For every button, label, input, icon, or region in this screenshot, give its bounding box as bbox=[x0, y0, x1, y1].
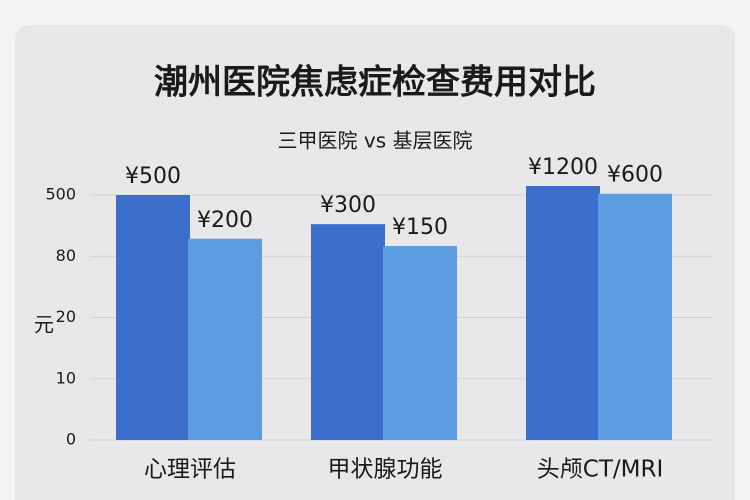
value-label: ¥500 bbox=[125, 164, 181, 189]
value-label: ¥300 bbox=[320, 193, 376, 218]
y-tick-label: 500 bbox=[45, 185, 76, 204]
x-tick-label: 头颅CT/MRI bbox=[537, 457, 663, 483]
bar bbox=[526, 186, 600, 440]
bar bbox=[188, 238, 262, 440]
y-tick-label: 0 bbox=[66, 430, 76, 449]
bar bbox=[598, 193, 672, 440]
x-tick-label: 心理评估 bbox=[144, 457, 236, 483]
value-label: ¥150 bbox=[392, 215, 448, 240]
value-label: ¥200 bbox=[197, 208, 253, 233]
bar bbox=[116, 195, 190, 440]
x-tick-label: 甲状腺功能 bbox=[328, 457, 443, 483]
y-tick-label: 20 bbox=[56, 307, 76, 326]
y-tick-label: 10 bbox=[56, 368, 76, 387]
bar bbox=[383, 246, 457, 440]
y-axis-label: 元 bbox=[34, 313, 54, 337]
chart-subtitle: 三甲医院 vs 基层医院 bbox=[278, 129, 473, 153]
chart-title: 潮州医院焦虑症检查费用对比 bbox=[154, 63, 596, 103]
bar bbox=[311, 224, 385, 440]
y-tick-label: 80 bbox=[56, 246, 76, 265]
value-label: ¥1200 bbox=[528, 155, 598, 180]
value-label: ¥600 bbox=[607, 163, 663, 188]
